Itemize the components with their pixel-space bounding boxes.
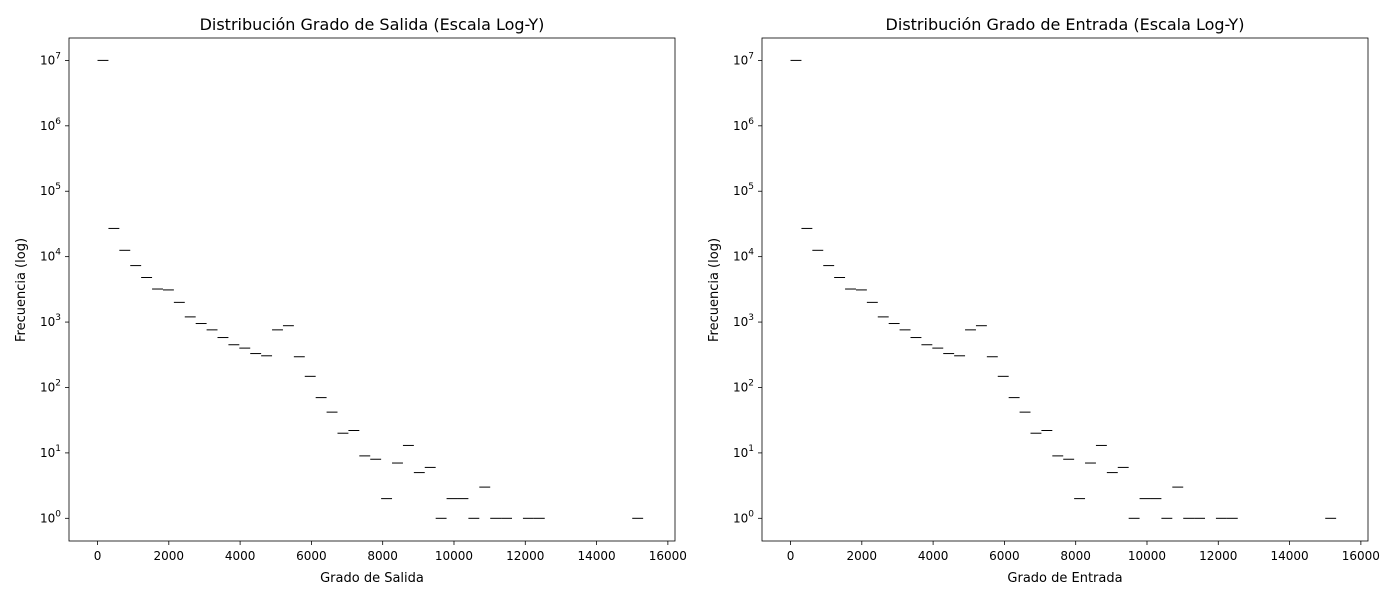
x-tick-label: 2000: [154, 549, 185, 563]
y-tick-label: 102: [40, 378, 61, 394]
x-tick-label: 14000: [1270, 549, 1308, 563]
x-tick-label: 8000: [1060, 549, 1091, 563]
x-tick-label: 8000: [367, 549, 398, 563]
y-tick-label: 105: [733, 182, 754, 198]
y-tick-label: 104: [40, 248, 61, 264]
x-tick-label: 4000: [918, 549, 949, 563]
y-tick-label: 104: [733, 248, 754, 264]
x-tick-label: 10000: [435, 549, 473, 563]
y-tick-label: 101: [40, 444, 61, 460]
chart-title: Distribución Grado de Entrada (Escala Lo…: [886, 15, 1245, 34]
x-tick-label: 6000: [296, 549, 327, 563]
y-tick-label: 102: [733, 378, 754, 394]
chart-in-degree: Distribución Grado de Entrada (Escala Lo…: [707, 15, 1380, 586]
chart-title: Distribución Grado de Salida (Escala Log…: [200, 15, 545, 34]
x-tick-label: 2000: [847, 549, 878, 563]
x-tick-label: 12000: [506, 549, 544, 563]
x-axis-label: Grado de Salida: [320, 571, 424, 586]
plot-frame: [761, 37, 1369, 542]
x-tick-label: 0: [787, 549, 795, 563]
y-tick-label: 106: [40, 117, 61, 133]
x-axis-label: Grado de Entrada: [1007, 571, 1122, 586]
y-tick-label: 100: [40, 509, 61, 525]
y-tick-label: 107: [733, 51, 754, 67]
x-tick-label: 10000: [1128, 549, 1166, 563]
y-tick-label: 106: [733, 117, 754, 133]
x-tick-label: 14000: [577, 549, 615, 563]
x-tick-label: 0: [94, 549, 102, 563]
y-tick-label: 103: [40, 313, 61, 329]
chart-out-degree: Distribución Grado de Salida (Escala Log…: [14, 15, 687, 586]
y-axis-label: Frecuencia (log): [14, 238, 29, 342]
y-tick-label: 101: [733, 444, 754, 460]
y-axis-label: Frecuencia (log): [707, 238, 722, 342]
plot-frame: [68, 37, 676, 542]
x-tick-label: 16000: [649, 549, 687, 563]
x-tick-label: 16000: [1342, 549, 1380, 563]
y-tick-label: 100: [733, 509, 754, 525]
x-tick-label: 12000: [1199, 549, 1237, 563]
x-tick-label: 6000: [989, 549, 1020, 563]
y-tick-label: 105: [40, 182, 61, 198]
y-tick-label: 103: [733, 313, 754, 329]
x-tick-label: 4000: [225, 549, 256, 563]
y-tick-label: 107: [40, 51, 61, 67]
